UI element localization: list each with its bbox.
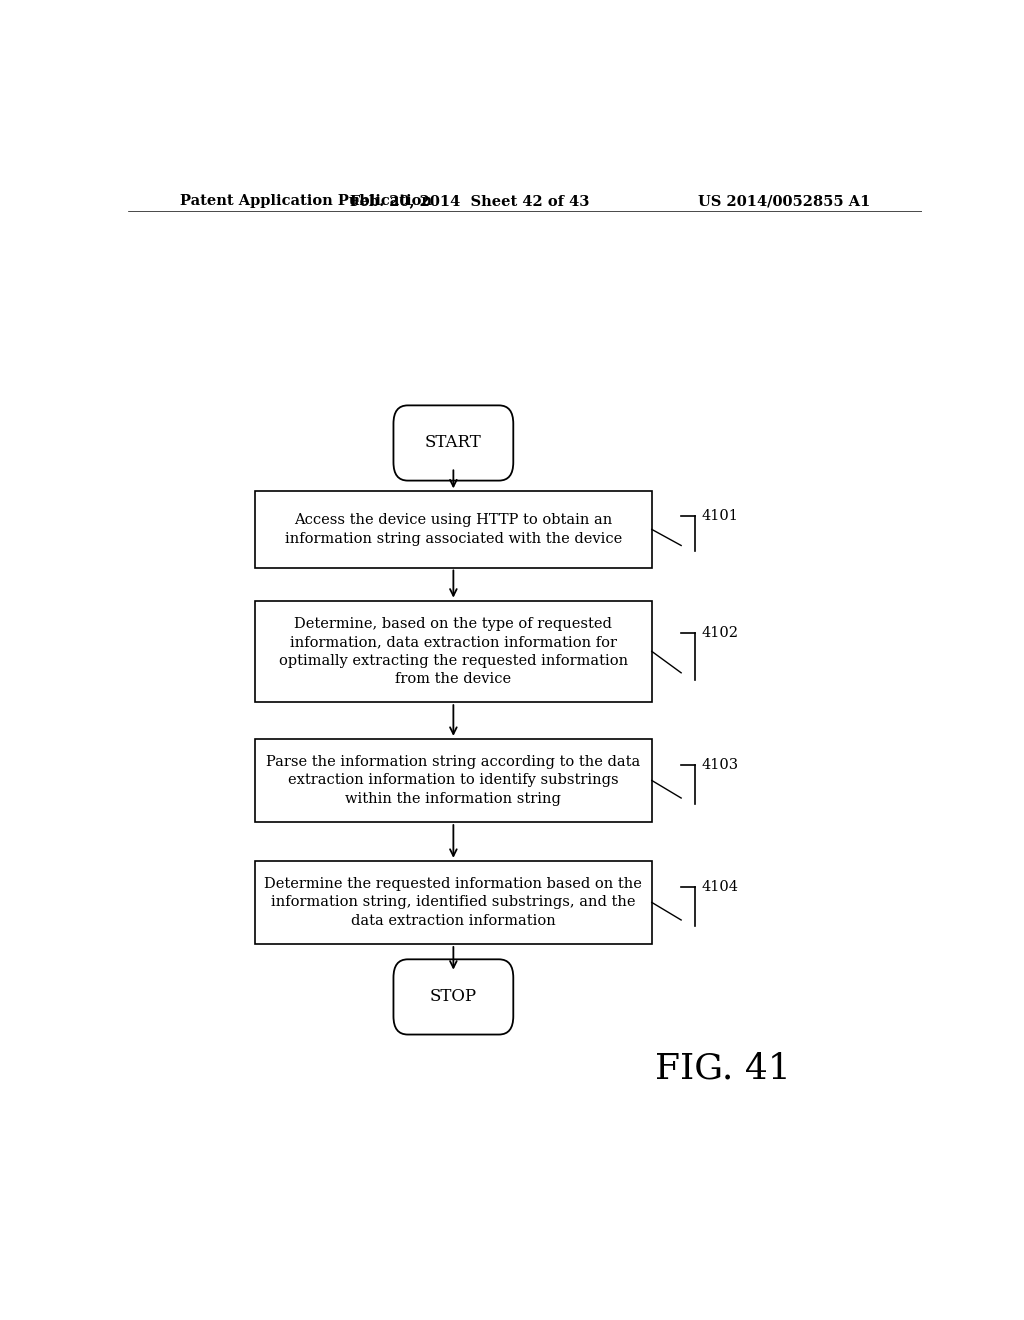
Text: 4101: 4101 [701, 508, 738, 523]
Text: Parse the information string according to the data
extraction information to ide: Parse the information string according t… [266, 755, 640, 805]
Text: STOP: STOP [430, 989, 477, 1006]
FancyBboxPatch shape [393, 405, 513, 480]
Text: Patent Application Publication: Patent Application Publication [179, 194, 431, 209]
Text: 4103: 4103 [701, 759, 739, 772]
Text: Feb. 20, 2014  Sheet 42 of 43: Feb. 20, 2014 Sheet 42 of 43 [349, 194, 589, 209]
Text: US 2014/0052855 A1: US 2014/0052855 A1 [697, 194, 870, 209]
Text: Determine the requested information based on the
information string, identified : Determine the requested information base… [264, 876, 642, 928]
Text: Determine, based on the type of requested
information, data extraction informati: Determine, based on the type of requeste… [279, 616, 628, 686]
FancyBboxPatch shape [255, 491, 651, 568]
FancyBboxPatch shape [255, 739, 651, 822]
Text: FIG. 41: FIG. 41 [655, 1051, 792, 1085]
FancyBboxPatch shape [255, 861, 651, 944]
FancyBboxPatch shape [255, 601, 651, 702]
Text: 4104: 4104 [701, 880, 738, 895]
FancyBboxPatch shape [393, 960, 513, 1035]
Text: 4102: 4102 [701, 626, 738, 640]
Text: START: START [425, 434, 481, 451]
Text: Access the device using HTTP to obtain an
information string associated with the: Access the device using HTTP to obtain a… [285, 513, 622, 545]
